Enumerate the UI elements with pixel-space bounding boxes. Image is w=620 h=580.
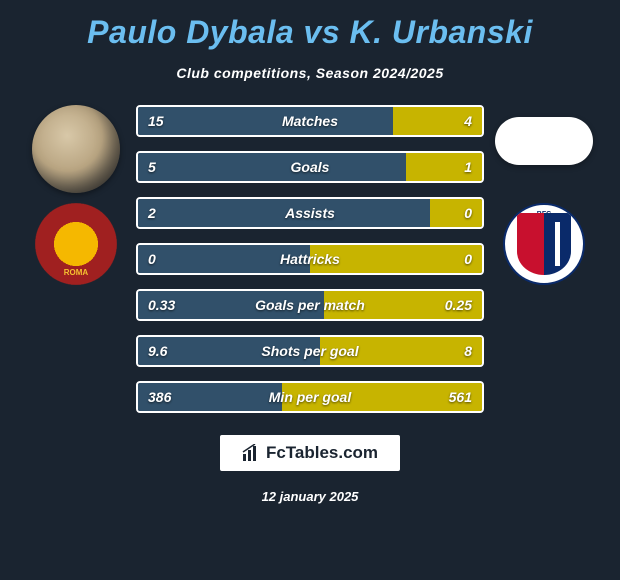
stat-bar: 386561Min per goal bbox=[136, 381, 484, 413]
bar-label: Matches bbox=[138, 113, 482, 129]
right-player-avatar bbox=[495, 117, 593, 165]
bar-label: Min per goal bbox=[138, 389, 482, 405]
stat-bar: 0.330.25Goals per match bbox=[136, 289, 484, 321]
left-club-badge bbox=[35, 203, 117, 285]
stat-bar: 20Assists bbox=[136, 197, 484, 229]
bar-label: Assists bbox=[138, 205, 482, 221]
bar-label: Hattricks bbox=[138, 251, 482, 267]
bar-label: Goals per match bbox=[138, 297, 482, 313]
footer-brand-badge[interactable]: FcTables.com bbox=[220, 435, 400, 471]
footer-brand-text: FcTables.com bbox=[266, 443, 378, 463]
bar-label: Shots per goal bbox=[138, 343, 482, 359]
right-player-column: BFC bbox=[484, 105, 604, 285]
chart-icon bbox=[242, 444, 260, 462]
left-player-avatar bbox=[32, 105, 120, 193]
stat-bar: 51Goals bbox=[136, 151, 484, 183]
stat-bar: 00Hattricks bbox=[136, 243, 484, 275]
stat-bar: 154Matches bbox=[136, 105, 484, 137]
card-title: Paulo Dybala vs K. Urbanski bbox=[87, 14, 533, 51]
card-subtitle: Club competitions, Season 2024/2025 bbox=[176, 65, 443, 81]
bar-label: Goals bbox=[138, 159, 482, 175]
right-club-badge: BFC bbox=[503, 203, 585, 285]
stat-bar: 9.68Shots per goal bbox=[136, 335, 484, 367]
left-player-column bbox=[16, 105, 136, 285]
comparison-card: Paulo Dybala vs K. Urbanski Club competi… bbox=[0, 0, 620, 580]
content-row: 154Matches 51Goals 20Assists 00Hattricks 0.3… bbox=[0, 105, 620, 413]
stats-bars: 154Matches 51Goals 20Assists 00Hattricks 0.3… bbox=[136, 105, 484, 413]
footer-date: 12 january 2025 bbox=[262, 489, 359, 504]
bologna-shield-icon bbox=[517, 213, 571, 275]
